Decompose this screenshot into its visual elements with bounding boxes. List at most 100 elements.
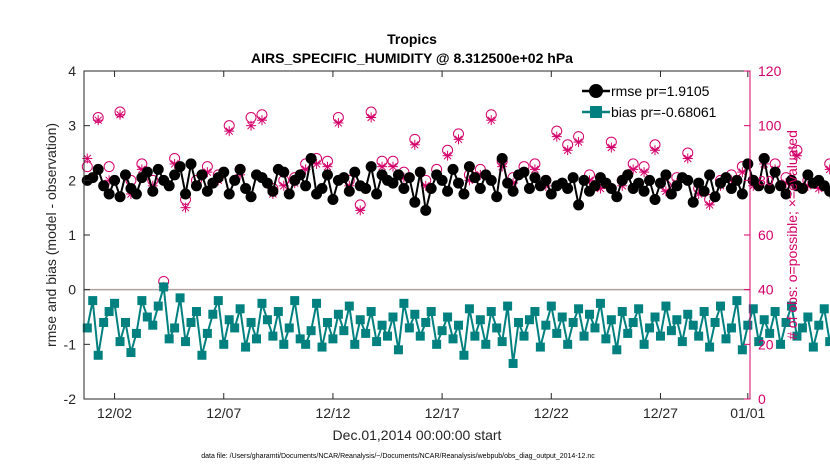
rmse-point <box>742 158 754 170</box>
obs-evaluated-stroke <box>323 162 332 171</box>
bias-point <box>585 309 595 319</box>
bias-point <box>552 328 562 338</box>
obs-evaluated-point <box>224 126 235 137</box>
bias-point <box>355 315 365 325</box>
rmse-point <box>502 177 514 189</box>
rmse-point <box>414 166 426 178</box>
bias-point <box>235 304 245 314</box>
rmse-point <box>338 172 350 184</box>
bias-point <box>312 298 322 308</box>
rmse-point <box>169 169 181 181</box>
obs-evaluated-stroke <box>443 151 452 160</box>
bias-point <box>153 301 163 311</box>
rmse-point <box>491 191 503 203</box>
obs-evaluated-point <box>202 167 213 178</box>
x-tick-label: 12/12 <box>315 405 350 421</box>
bias-line <box>86 286 830 364</box>
rmse-point <box>709 191 721 203</box>
bias-point <box>230 323 240 333</box>
rmse-point <box>649 193 661 205</box>
obs-evaluated-stroke <box>563 146 572 155</box>
legend-bias-marker <box>590 106 602 118</box>
obs-evaluated-stroke <box>662 187 670 196</box>
obs-evaluated-stroke <box>247 121 255 130</box>
bias-point <box>268 331 278 341</box>
rmse-point <box>163 180 175 192</box>
bias-point <box>497 337 507 347</box>
bias-point <box>181 337 191 347</box>
rmse-point <box>698 185 710 197</box>
rmse-point <box>103 188 115 200</box>
rmse-point <box>294 169 306 181</box>
rmse-point <box>824 185 830 197</box>
bias-point <box>694 331 704 341</box>
obs-evaluated-stroke <box>378 162 386 171</box>
bias-point <box>284 323 294 333</box>
bias-point <box>148 320 158 330</box>
bias-point <box>410 309 420 319</box>
rmse-point <box>622 169 634 181</box>
obs-evaluated-point <box>180 202 191 213</box>
bias-point <box>453 320 463 330</box>
bias-point <box>759 315 769 325</box>
obs-evaluated-stroke <box>640 168 648 176</box>
obs-evaluated-point <box>409 139 420 150</box>
bias-point <box>322 317 332 327</box>
bias-point <box>639 339 649 349</box>
bias-point <box>606 315 616 325</box>
rmse-point <box>130 188 142 200</box>
rmse-point <box>764 183 776 195</box>
y-right-tick-label: 60 <box>758 227 774 243</box>
rmse-point <box>174 161 186 173</box>
obs-evaluated-point <box>355 205 366 216</box>
bias-point <box>290 296 300 306</box>
bias-point <box>393 345 403 355</box>
bias-point <box>819 304 829 314</box>
x-axis: 12/02 12/07 12/12 12/17 12/22 12/27 01/01 <box>97 71 766 421</box>
bias-point <box>88 296 98 306</box>
bias-point <box>661 301 671 311</box>
rmse-point <box>725 183 737 195</box>
rmse-point <box>567 172 579 184</box>
bias-point <box>208 309 218 319</box>
rmse-point <box>114 191 126 203</box>
rmse-point <box>507 185 519 197</box>
bias-point <box>273 307 283 317</box>
x-tick-label: 12/02 <box>97 405 132 421</box>
rmse-point <box>371 188 383 200</box>
bias-point <box>776 339 786 349</box>
rmse-point <box>731 174 743 186</box>
bias-point <box>726 323 736 333</box>
bias-point <box>645 323 655 333</box>
rmse-point <box>605 183 617 195</box>
chart-title: Tropics <box>387 31 437 47</box>
y-tick-label: -1 <box>64 336 77 352</box>
bias-point <box>595 298 605 308</box>
bias-point <box>514 317 524 327</box>
bias-point <box>191 307 201 317</box>
y-right-tick-label: 100 <box>758 118 782 134</box>
rmse-point <box>392 169 404 181</box>
rmse-point <box>425 183 437 195</box>
rmse-point <box>321 169 333 181</box>
obs-evaluated-point <box>606 142 617 153</box>
rmse-point <box>305 152 317 164</box>
bias-point <box>377 320 387 330</box>
bias-point <box>666 326 676 336</box>
obs-evaluated-point <box>333 117 344 128</box>
bias-point <box>383 331 393 341</box>
bias-point <box>535 342 545 352</box>
rmse-point <box>316 183 328 195</box>
bias-point <box>721 334 731 344</box>
y-tick-label: 3 <box>68 118 76 134</box>
bias-point <box>803 312 813 322</box>
bias-point <box>699 307 709 317</box>
rmse-point <box>365 161 377 173</box>
bias-point <box>781 317 791 327</box>
rmse-point <box>540 174 552 186</box>
rmse-point <box>398 183 410 195</box>
rmse-point <box>589 180 601 192</box>
rmse-point <box>185 158 197 170</box>
obs-evaluated-stroke <box>389 162 397 171</box>
bias-point <box>317 342 327 352</box>
